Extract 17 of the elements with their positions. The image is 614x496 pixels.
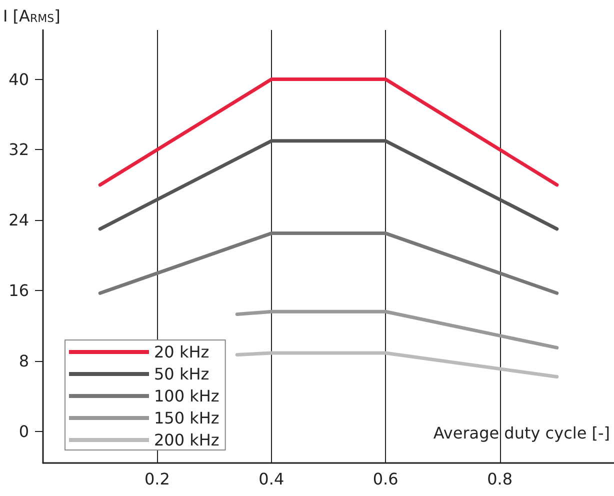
y-tick-label: 32	[8, 140, 29, 160]
y-tick-label: 8	[18, 351, 29, 370]
y-tick-label: 24	[8, 210, 29, 230]
legend-label: 150 kHz	[154, 408, 220, 428]
x-tick-label: 0.4	[258, 470, 284, 488]
y-tick-label: 40	[8, 70, 29, 89]
x-axis-title: Average duty cycle [-]	[433, 424, 610, 442]
legend-label: 50 kHz	[154, 364, 210, 384]
y-tick-label: 16	[8, 281, 29, 300]
legend-label: 20 kHz	[154, 342, 210, 362]
y-tick-label: 0	[18, 422, 29, 441]
legend-label: 100 kHz	[154, 386, 220, 406]
x-tick-label: 0.8	[487, 470, 513, 488]
x-tick-label: 0.2	[144, 470, 170, 488]
x-tick-label: 0.6	[372, 470, 398, 488]
legend-label: 200 kHz	[154, 430, 220, 450]
y-axis-title: I [ARMS]	[3, 6, 60, 26]
